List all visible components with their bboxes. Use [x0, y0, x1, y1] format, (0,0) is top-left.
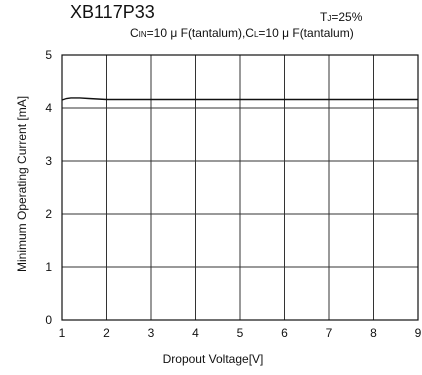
- x-tick-label: 8: [370, 326, 377, 340]
- y-tick-label: 3: [45, 154, 52, 168]
- x-tick-label: 6: [281, 326, 288, 340]
- x-axis-label: Dropout Voltage[V]: [162, 352, 264, 366]
- temperature-condition: TJ=25%: [320, 10, 363, 24]
- x-tick-label: 9: [415, 326, 422, 340]
- capacitor-condition: CIN=10 μ F(tantalum),CL=10 μ F(tantalum): [130, 26, 354, 40]
- y-tick-label: 4: [45, 101, 52, 115]
- x-tick-label: 7: [326, 326, 333, 340]
- chart-axes: [61, 54, 419, 321]
- y-tick-label: 0: [45, 313, 52, 327]
- y-tick-label: 5: [45, 48, 52, 62]
- plot-frame: [61, 54, 419, 321]
- series-line: [61, 97, 418, 101]
- x-tick-label: 3: [148, 326, 155, 340]
- y-axis-label: Minimum Operating Current [mA]: [15, 95, 29, 272]
- x-tick-label: 2: [103, 326, 110, 340]
- chart-grid: [61, 54, 419, 321]
- chart-title: XB117P33: [70, 2, 155, 22]
- x-tick-label: 5: [237, 326, 244, 340]
- chart-series: [61, 97, 418, 101]
- y-tick-label: 2: [45, 207, 52, 221]
- x-tick-label: 4: [192, 326, 199, 340]
- y-tick-label: 1: [45, 260, 52, 274]
- x-tick-label: 1: [59, 326, 66, 340]
